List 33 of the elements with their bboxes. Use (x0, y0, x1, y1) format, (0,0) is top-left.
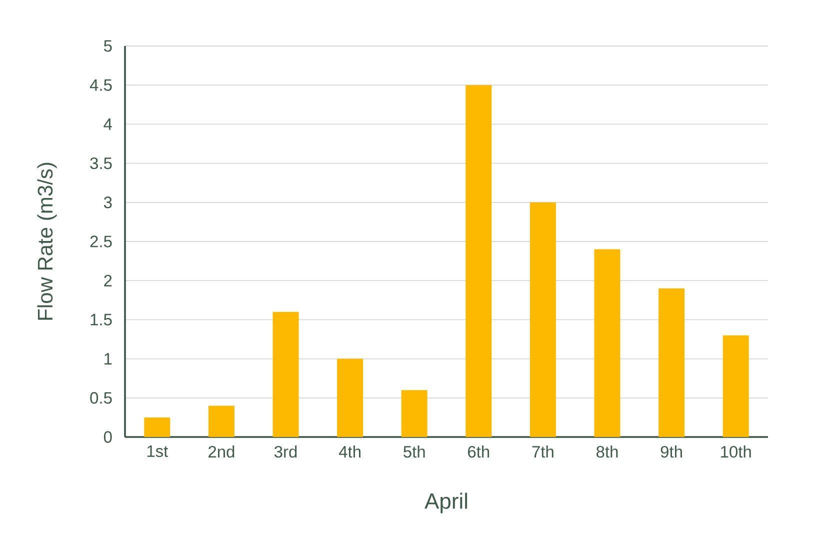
y-tick-label: 4 (104, 118, 112, 130)
x-tick-label: 3rd (274, 446, 297, 458)
bar (272, 312, 299, 437)
x-tick-label: 9th (660, 446, 682, 458)
bar (337, 358, 364, 437)
x-tick-label: 8th (596, 446, 618, 458)
y-tick-label: 2.5 (90, 236, 112, 248)
bar (401, 390, 428, 437)
bar (658, 288, 685, 437)
bar (208, 406, 234, 437)
bar (530, 202, 556, 437)
y-tick-label: 2 (104, 274, 112, 286)
x-tick-label: 10th (721, 446, 751, 458)
y-axis-title: Flow Rate (m3/s) (37, 162, 57, 320)
y-tick-label: 3.5 (90, 157, 112, 170)
y-tick-label: 5 (104, 40, 112, 52)
y-tick-label: 0.5 (90, 392, 112, 404)
x-tick-label: 1st (147, 446, 168, 458)
y-tick-label: 1 (104, 353, 112, 364)
bar (594, 249, 620, 437)
y-tick-label: 1.5 (90, 314, 112, 326)
x-tick-label: 7th (532, 446, 554, 458)
y-tick-label: 0 (104, 431, 112, 443)
bar (144, 417, 170, 437)
x-tick-label: 6th (468, 446, 490, 458)
x-axis-title: April (424, 492, 468, 514)
y-tick-label: 4.5 (90, 79, 112, 91)
x-tick-label: 5th (404, 446, 425, 458)
x-tick-label: 4th (338, 446, 360, 458)
y-tick-label: 3 (104, 196, 112, 208)
bar (722, 335, 749, 437)
bar (466, 85, 492, 437)
x-tick-label: 2nd (208, 446, 234, 458)
